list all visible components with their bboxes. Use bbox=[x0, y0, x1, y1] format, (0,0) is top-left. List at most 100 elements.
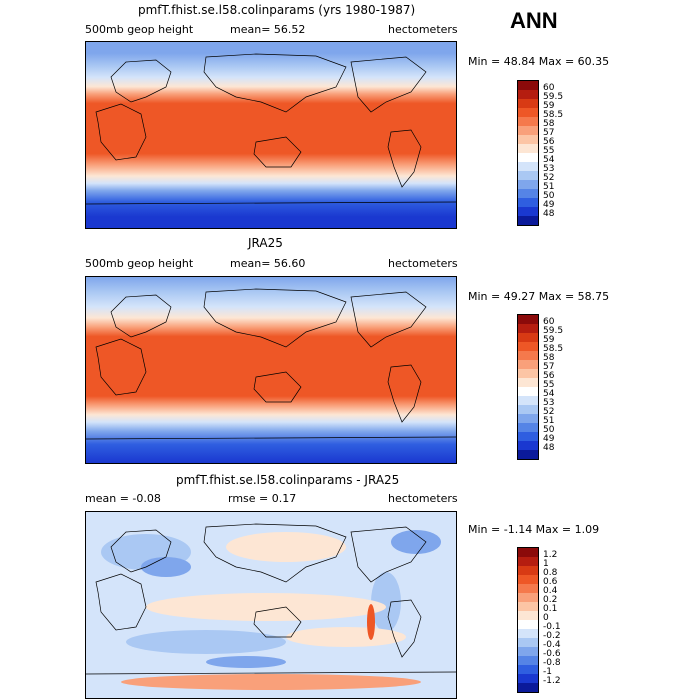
colorbar-tick-label: 57 bbox=[543, 362, 555, 372]
colorbar-tick-label: -0.8 bbox=[543, 658, 561, 668]
colorbar-swatch bbox=[518, 548, 538, 557]
colorbar-tick-label: 58.5 bbox=[543, 110, 564, 120]
colorbar-tick-label: 53 bbox=[543, 164, 555, 174]
colorbar-tick-label: 53 bbox=[543, 398, 555, 408]
panel1-coastlines bbox=[86, 53, 456, 205]
colorbar-tick-label: 1.2 bbox=[543, 550, 558, 560]
colorbar-swatch bbox=[518, 674, 538, 683]
panel2-minmax: Min = 49.27 Max = 58.75 bbox=[468, 290, 610, 303]
panel2-title: JRA25 bbox=[248, 236, 283, 250]
colorbar-tick-label: 60 bbox=[543, 83, 555, 93]
colorbar-swatch bbox=[518, 108, 538, 117]
colorbar-tick-label: 51 bbox=[543, 416, 555, 426]
colorbar-swatch bbox=[518, 441, 538, 450]
colorbar-swatch bbox=[518, 387, 538, 396]
colorbar-swatch bbox=[518, 198, 538, 207]
colorbar-tick-label: 0.2 bbox=[543, 595, 558, 605]
panel3-colorbar bbox=[517, 547, 539, 693]
panel1-colorbar bbox=[517, 80, 539, 226]
panel2-coastlines bbox=[86, 288, 456, 440]
panel2-colorbar bbox=[517, 314, 539, 460]
colorbar-swatch bbox=[518, 99, 538, 108]
colorbar-swatch bbox=[518, 189, 538, 198]
colorbar-tick-label: 54 bbox=[543, 389, 555, 399]
colorbar-tick-label: 59.5 bbox=[543, 326, 564, 336]
panel2-units: hectometers bbox=[388, 257, 458, 270]
panel3-minmax: Min = -1.14 Max = 1.09 bbox=[468, 523, 600, 536]
colorbar-swatch bbox=[518, 351, 538, 360]
colorbar-swatch bbox=[518, 396, 538, 405]
colorbar-swatch bbox=[518, 423, 538, 432]
colorbar-tick-label: 58 bbox=[543, 119, 555, 129]
colorbar-tick-label: -0.2 bbox=[543, 631, 561, 641]
colorbar-tick-label: 0.8 bbox=[543, 568, 558, 578]
colorbar-swatch bbox=[518, 117, 538, 126]
colorbar-tick-label: 0.4 bbox=[543, 586, 558, 596]
colorbar-swatch bbox=[518, 638, 538, 647]
colorbar-swatch bbox=[518, 378, 538, 387]
colorbar-swatch bbox=[518, 566, 538, 575]
panel2-map bbox=[85, 276, 457, 464]
colorbar-tick-label: 58 bbox=[543, 353, 555, 363]
colorbar-swatch bbox=[518, 647, 538, 656]
colorbar-tick-label: 59 bbox=[543, 101, 555, 111]
colorbar-tick-label: 56 bbox=[543, 137, 555, 147]
colorbar-swatch bbox=[518, 602, 538, 611]
colorbar-swatch bbox=[518, 144, 538, 153]
colorbar-swatch bbox=[518, 81, 538, 90]
colorbar-tick-label: 59.5 bbox=[543, 92, 564, 102]
panel1-map bbox=[85, 41, 457, 229]
colorbar-tick-label: 57 bbox=[543, 128, 555, 138]
colorbar-swatch bbox=[518, 315, 538, 324]
colorbar-swatch bbox=[518, 665, 538, 674]
panel3-coastlines bbox=[86, 523, 456, 675]
panel1-variable: 500mb geop height bbox=[85, 23, 194, 36]
colorbar-swatch bbox=[518, 629, 538, 638]
colorbar-swatch bbox=[518, 360, 538, 369]
colorbar-tick-label: 58.5 bbox=[543, 344, 564, 354]
colorbar-tick-label: 54 bbox=[543, 155, 555, 165]
colorbar-tick-label: 0.6 bbox=[543, 577, 558, 587]
panel1-mean: mean= 56.52 bbox=[230, 23, 306, 36]
panel2-mean: mean= 56.60 bbox=[230, 257, 306, 270]
colorbar-tick-label: 51 bbox=[543, 182, 555, 192]
colorbar-swatch bbox=[518, 324, 538, 333]
colorbar-swatch bbox=[518, 333, 538, 342]
colorbar-swatch bbox=[518, 584, 538, 593]
colorbar-swatch bbox=[518, 126, 538, 135]
panel3-map bbox=[85, 511, 457, 699]
colorbar-swatch bbox=[518, 216, 538, 225]
colorbar-swatch bbox=[518, 153, 538, 162]
colorbar-tick-label: 52 bbox=[543, 173, 555, 183]
panel3-mean: mean = -0.08 bbox=[85, 492, 161, 505]
colorbar-tick-label: 55 bbox=[543, 380, 555, 390]
season-label: ANN bbox=[510, 8, 558, 33]
colorbar-swatch bbox=[518, 450, 538, 459]
colorbar-tick-label: -1 bbox=[543, 667, 552, 677]
colorbar-tick-label: 50 bbox=[543, 191, 555, 201]
colorbar-swatch bbox=[518, 656, 538, 665]
colorbar-swatch bbox=[518, 620, 538, 629]
colorbar-tick-label: -0.1 bbox=[543, 622, 561, 632]
colorbar-swatch bbox=[518, 405, 538, 414]
panel1-units: hectometers bbox=[388, 23, 458, 36]
colorbar-tick-label: 60 bbox=[543, 317, 555, 327]
colorbar-tick-label: 56 bbox=[543, 371, 555, 381]
panel2-variable: 500mb geop height bbox=[85, 257, 194, 270]
colorbar-swatch bbox=[518, 593, 538, 602]
colorbar-tick-label: 0 bbox=[543, 613, 549, 623]
colorbar-swatch bbox=[518, 207, 538, 216]
colorbar-swatch bbox=[518, 135, 538, 144]
colorbar-tick-label: 52 bbox=[543, 407, 555, 417]
colorbar-tick-label: 50 bbox=[543, 425, 555, 435]
colorbar-tick-label: -1.2 bbox=[543, 676, 561, 686]
colorbar-tick-label: 49 bbox=[543, 200, 555, 210]
colorbar-tick-label: 48 bbox=[543, 443, 555, 453]
colorbar-swatch bbox=[518, 432, 538, 441]
panel3-rmse: rmse = 0.17 bbox=[228, 492, 297, 505]
colorbar-swatch bbox=[518, 90, 538, 99]
panel3-title: pmfT.fhist.se.l58.colinparams - JRA25 bbox=[176, 473, 400, 487]
colorbar-swatch bbox=[518, 369, 538, 378]
colorbar-swatch bbox=[518, 162, 538, 171]
panel1-minmax: Min = 48.84 Max = 60.35 bbox=[468, 55, 610, 68]
